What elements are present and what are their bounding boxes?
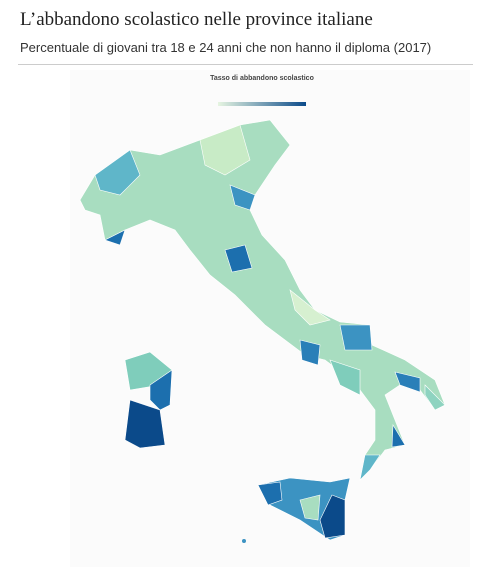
mainland [79, 119, 446, 481]
province [289, 289, 331, 326]
province [329, 359, 361, 396]
title: L’abbandono scolastico nelle province it… [20, 9, 373, 30]
legend-gradient [218, 102, 306, 106]
province [149, 369, 173, 411]
map: Tasso di abbandono scolastico [70, 70, 470, 567]
province [339, 324, 373, 351]
province [319, 494, 346, 539]
province [391, 423, 406, 448]
province [224, 244, 253, 273]
separator [18, 64, 473, 65]
province [94, 149, 141, 196]
legend-title: Tasso di abbandono scolastico [210, 75, 314, 82]
province [124, 399, 166, 449]
provinces [79, 119, 446, 543]
province [299, 494, 321, 521]
province [359, 454, 381, 481]
subtitle: Percentuale di giovani tra 18 e 24 anni … [20, 40, 432, 55]
province [257, 481, 283, 506]
province [104, 229, 126, 246]
province [199, 124, 251, 176]
province [424, 384, 446, 411]
province [229, 184, 256, 211]
province [299, 339, 321, 366]
province [394, 371, 421, 393]
island [242, 539, 246, 543]
